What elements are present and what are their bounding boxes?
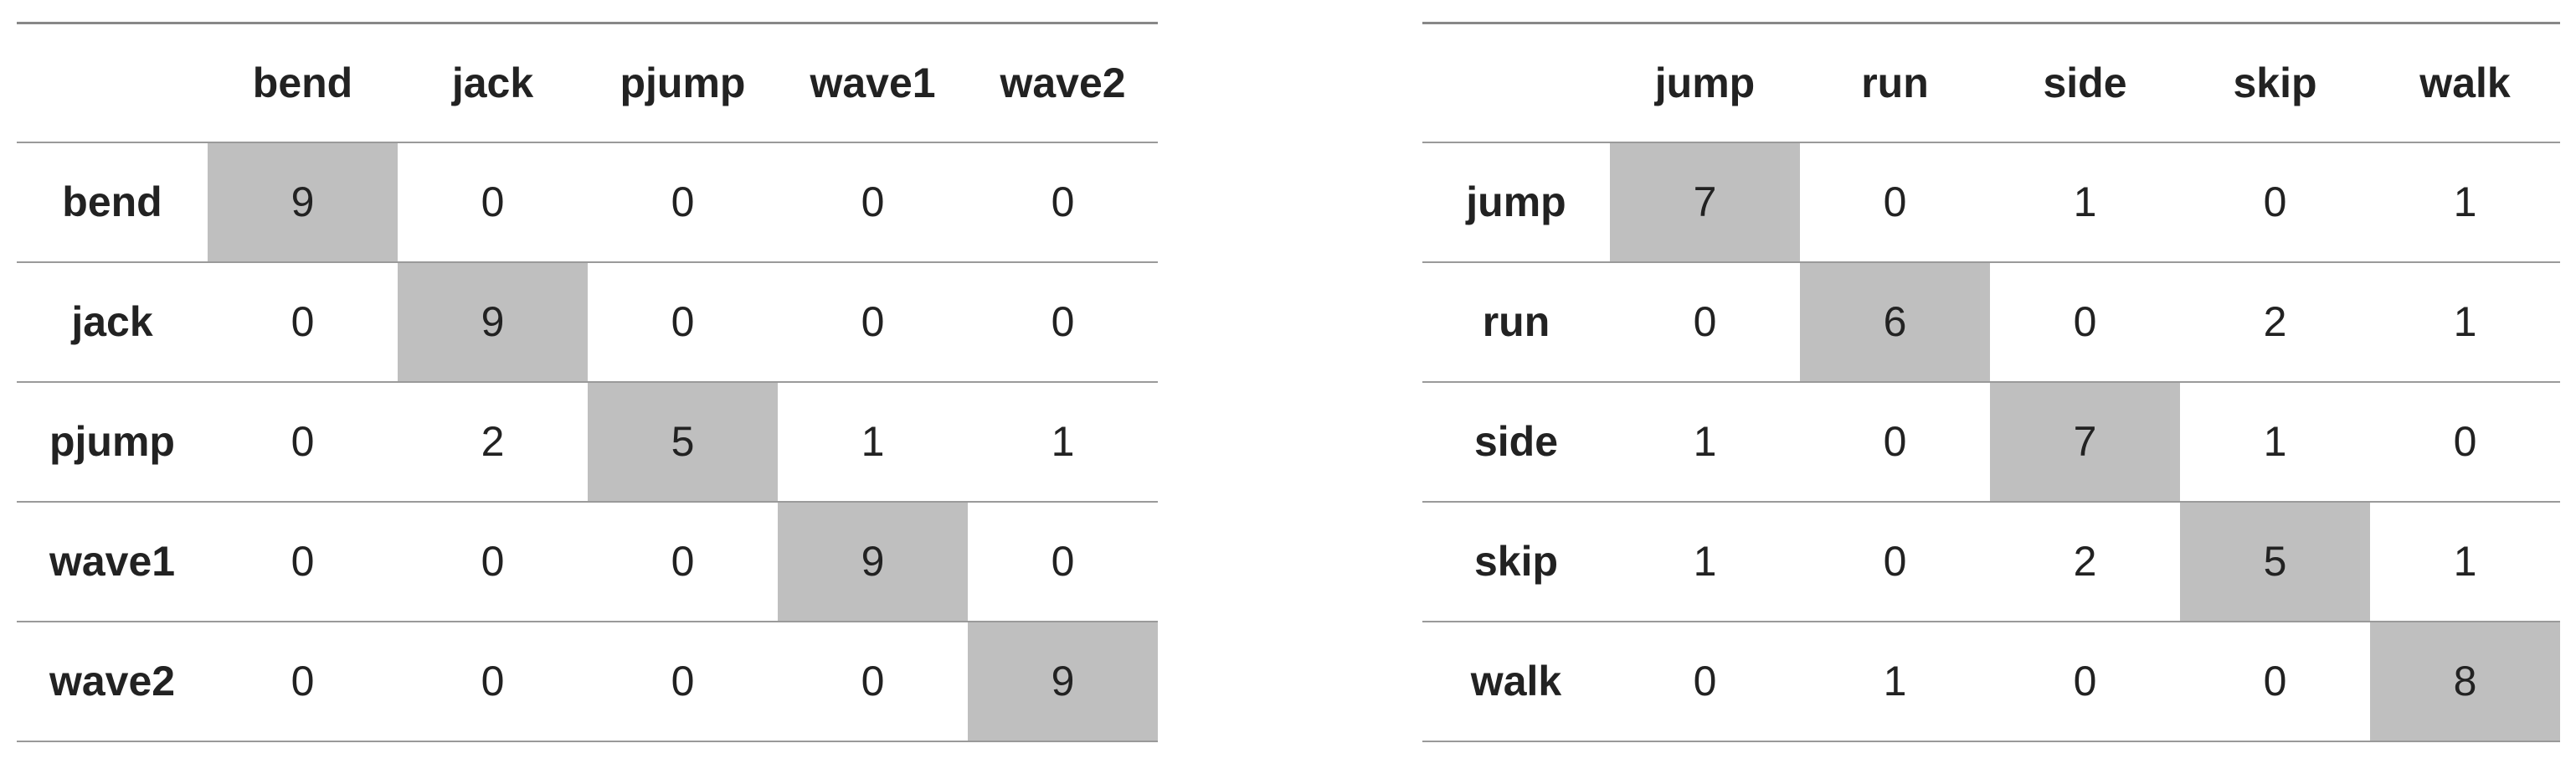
column-header: skip: [2180, 22, 2370, 143]
table-row: pjump 0 2 5 1 1: [17, 381, 1158, 503]
row-header: run: [1422, 261, 1610, 383]
cell-value: 0: [588, 501, 778, 622]
cell-value: 0: [2370, 381, 2560, 503]
corner-cell: [17, 22, 208, 143]
cell-value: 0: [208, 501, 398, 622]
cell-value: 0: [1800, 381, 1990, 503]
corner-cell: [1422, 22, 1610, 143]
cell-value: 0: [2180, 142, 2370, 263]
cell-value: 2: [398, 381, 588, 503]
cell-value: 1: [1610, 381, 1800, 503]
cell-value: 9: [398, 261, 588, 383]
cell-value: 1: [778, 381, 968, 503]
cell-value: 0: [778, 261, 968, 383]
cell-value: 0: [968, 142, 1158, 263]
cell-value: 8: [2370, 621, 2560, 742]
cell-value: 0: [398, 621, 588, 742]
table-row: jump 7 0 1 0 1: [1422, 142, 2560, 263]
table-row: jack 0 9 0 0 0: [17, 261, 1158, 383]
table-body: jump 7 0 1 0 1 run 0 6 0 2 1 side 1 0 7 1 0 skip 1 0 2 5 1 walk 0…: [1422, 142, 2560, 742]
cell-value: 2: [1990, 501, 2180, 622]
cell-value: 5: [2180, 501, 2370, 622]
cell-value: 7: [1990, 381, 2180, 503]
column-header: bend: [208, 22, 398, 143]
column-header: walk: [2370, 22, 2560, 143]
cell-value: 5: [588, 381, 778, 503]
cell-value: 0: [1800, 501, 1990, 622]
cell-value: 0: [1800, 142, 1990, 263]
cell-value: 6: [1800, 261, 1990, 383]
cell-value: 1: [2370, 261, 2560, 383]
table-row: walk 0 1 0 0 8: [1422, 621, 2560, 742]
cell-value: 1: [968, 381, 1158, 503]
cell-value: 1: [1990, 142, 2180, 263]
cell-value: 1: [1610, 501, 1800, 622]
row-header: wave2: [17, 621, 208, 742]
cell-value: 0: [968, 501, 1158, 622]
cell-value: 9: [208, 142, 398, 263]
column-header: jack: [398, 22, 588, 143]
table-row: side 1 0 7 1 0: [1422, 381, 2560, 503]
column-header: jump: [1610, 22, 1800, 143]
cell-value: 0: [2180, 621, 2370, 742]
cell-value: 1: [1800, 621, 1990, 742]
cell-value: 9: [778, 501, 968, 622]
table-header: jump run side skip walk: [1422, 22, 2560, 143]
row-header: jump: [1422, 142, 1610, 263]
column-header: wave1: [778, 22, 968, 143]
row-header: side: [1422, 381, 1610, 503]
table-row: run 0 6 0 2 1: [1422, 261, 2560, 383]
cell-value: 0: [1990, 261, 2180, 383]
cell-value: 0: [398, 142, 588, 263]
confusion-table: bend jack pjump wave1 wave2 bend 9 0 0 0 0 jack 0 9 0 0…: [17, 22, 1158, 742]
cell-value: 0: [588, 621, 778, 742]
cell-value: 1: [2180, 381, 2370, 503]
row-header: walk: [1422, 621, 1610, 742]
column-header: wave2: [968, 22, 1158, 143]
cell-value: 1: [2370, 501, 2560, 622]
cell-value: 0: [1610, 621, 1800, 742]
column-header: side: [1990, 22, 2180, 143]
table-header: bend jack pjump wave1 wave2: [17, 22, 1158, 143]
header-row: jump run side skip walk: [1422, 22, 2560, 143]
table-row: skip 1 0 2 5 1: [1422, 501, 2560, 622]
cell-value: 0: [778, 621, 968, 742]
row-header: jack: [17, 261, 208, 383]
cell-value: 0: [208, 381, 398, 503]
cell-value: 0: [778, 142, 968, 263]
table-body: bend 9 0 0 0 0 jack 0 9 0 0 0 pjump 0 2 5 1 1 wave1 0 0 0 9 0 wa…: [17, 142, 1158, 742]
cell-value: 2: [2180, 261, 2370, 383]
column-header: run: [1800, 22, 1990, 143]
cell-value: 7: [1610, 142, 1800, 263]
cell-value: 0: [1990, 621, 2180, 742]
row-header: pjump: [17, 381, 208, 503]
row-header: wave1: [17, 501, 208, 622]
header-row: bend jack pjump wave1 wave2: [17, 22, 1158, 143]
cell-value: 9: [968, 621, 1158, 742]
row-header: skip: [1422, 501, 1610, 622]
cell-value: 0: [398, 501, 588, 622]
cell-value: 0: [968, 261, 1158, 383]
cell-value: 0: [588, 142, 778, 263]
confusion-table: jump run side skip walk jump 7 0 1 0 1 run 0 6 0 2 1 side…: [1422, 22, 2560, 742]
table-row: wave1 0 0 0 9 0: [17, 501, 1158, 622]
cell-value: 1: [2370, 142, 2560, 263]
cell-value: 0: [208, 261, 398, 383]
table-row: bend 9 0 0 0 0: [17, 142, 1158, 263]
column-header: pjump: [588, 22, 778, 143]
row-header: bend: [17, 142, 208, 263]
cell-value: 0: [588, 261, 778, 383]
table-row: wave2 0 0 0 0 9: [17, 621, 1158, 742]
cell-value: 0: [208, 621, 398, 742]
cell-value: 0: [1610, 261, 1800, 383]
